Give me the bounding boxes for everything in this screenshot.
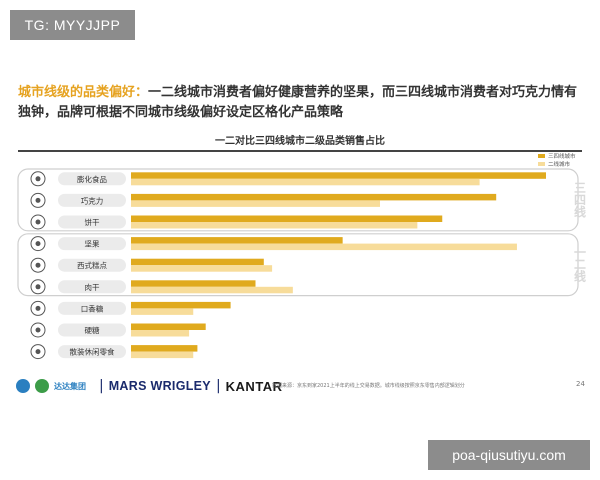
snack-bag-icon [30,344,46,360]
group-label-char: 一 [574,246,586,260]
legend-swatch-1 [538,162,545,166]
bar-0 [131,323,206,330]
legend-swatch-0 [538,154,545,158]
jerky-icon [30,279,46,295]
bar-1 [131,243,517,251]
bar-0 [131,345,198,352]
gum-icon-detail [35,305,41,311]
chocolate-icon [30,192,46,208]
legend-label-1: 二线城市 [548,160,571,168]
category-pill [58,193,126,207]
candy-icon-detail [35,327,41,333]
group-frame-1 [17,233,579,297]
headline: 城市线级的品类偏好：一二线城市消费者偏好健康营养的坚果，而三四线城市消费者对巧克… [18,83,583,123]
chocolate-icon-detail [35,197,41,203]
cookie-icon-detail [35,219,41,225]
logo-separator: | [215,378,221,394]
page-number: 24 [576,380,585,388]
headline-text: 一二线城市消费者偏好健康营养的坚果，而三四线城市消费者对巧克力情有独钟，品牌可根… [18,85,578,120]
category-pill [58,280,126,294]
category-label: 散装休闲零食 [70,347,115,357]
cookie-icon [30,214,46,230]
category-pill [58,345,126,359]
jerky-icon-detail [35,284,41,290]
bar-0 [131,215,443,222]
dada-logo-icon [16,379,30,393]
category-pill [58,301,126,315]
group-label-char: 线 [574,269,586,284]
category-pill [58,172,126,186]
bar-0 [131,280,256,287]
footer-logos: 达达集团 | MARS WRIGLEY | KANTAR [16,375,283,397]
category-pill [58,215,126,229]
bar-1 [131,222,418,229]
nut-icon-detail [35,241,41,247]
category-label: 西式糕点 [77,260,107,270]
group-label-char: 二 [574,258,586,272]
headline-prefix: 城市线级的品类偏好： [18,85,149,100]
dada-logo-text: 达达集团 [54,381,86,391]
group-label-char: 线 [574,204,586,219]
category-label: 坚果 [85,240,100,249]
mars-wrigley-logo: MARS WRIGLEY [108,379,211,393]
gum-icon [30,300,46,316]
bar-1 [131,286,293,294]
category-pill [58,237,126,251]
bar-0 [131,301,231,309]
data-source-note: 数据来源：京东到家2021上半年的线上交易数据。城市线级按照京东零售内部逻辑划分 [272,383,465,389]
category-label: 饼干 [85,217,100,227]
logo-separator: | [99,378,104,394]
group-label-char: 四 [574,193,586,207]
category-label: 肉干 [85,282,100,292]
kantar-logo: KANTAR [225,378,283,394]
bar-1 [131,308,194,315]
chart-title: 一二对比三四线城市二级品类销售占比 [215,136,385,147]
bar-0 [131,258,264,266]
bar-1 [131,351,194,359]
legend-label-0: 三四线城市 [548,152,576,160]
bar-1 [131,200,380,207]
bar-1 [131,178,480,186]
bar-0 [131,172,546,179]
nut-icon [30,236,46,252]
cake-icon [30,257,46,273]
category-label: 硬糖 [85,325,100,335]
watermark: poa-qiusutiyu.com [428,440,590,470]
snack-bag-icon-detail [35,349,41,355]
bar-0 [131,237,343,244]
category-pill [58,258,126,272]
jd-daojia-logo-icon [35,379,49,393]
chart-title-divider [18,150,582,152]
channel-badge: TG: MYYJJPP [10,10,135,40]
category-label: 口香糖 [81,303,104,313]
group-frame-0 [17,168,579,232]
bar-0 [131,193,497,201]
chips-icon [30,171,46,187]
category-label: 巧克力 [81,195,104,205]
category-label: 膨化食品 [77,174,107,184]
bar-1 [131,265,273,272]
cake-icon-detail [35,262,41,268]
category-pill [58,323,126,337]
candy-icon [30,322,46,338]
chips-icon-detail [35,176,41,182]
group-label-char: 三 [574,181,586,195]
bar-1 [131,330,190,337]
